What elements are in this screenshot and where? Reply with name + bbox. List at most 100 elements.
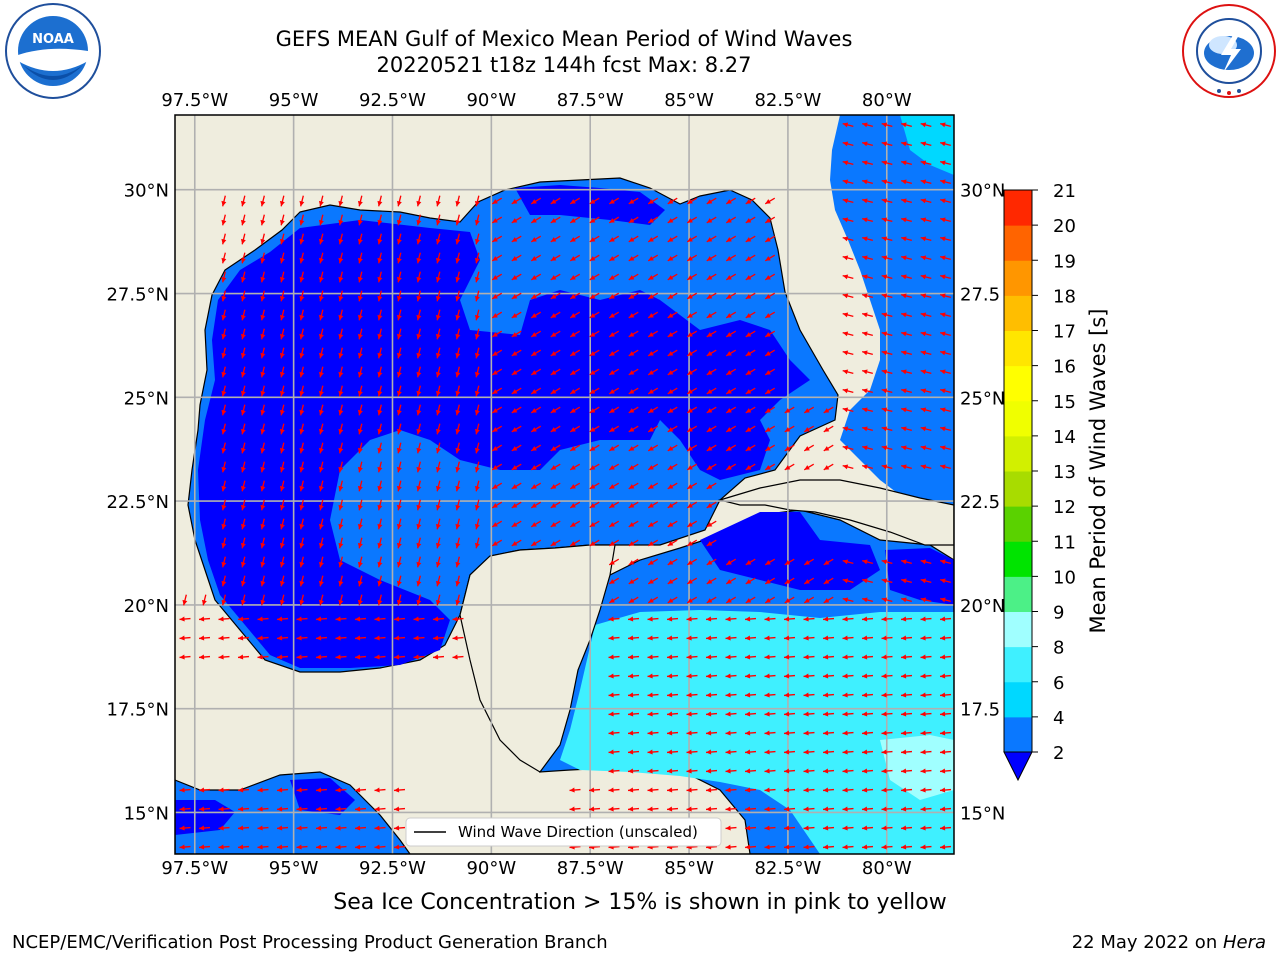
footer-date: 22 May 2022 on Hera bbox=[1072, 932, 1266, 953]
wave-arrow-head bbox=[550, 218, 557, 223]
wave-arrow-head bbox=[492, 408, 498, 413]
wave-arrow-head bbox=[901, 331, 907, 337]
wave-arrow-head bbox=[608, 768, 614, 774]
wave-arrow-head bbox=[920, 768, 926, 774]
atlantic-cyan-strip bbox=[900, 115, 954, 175]
wave-arrow-head bbox=[396, 485, 402, 492]
wave-arrow-head bbox=[357, 485, 363, 492]
wave-arrow-head bbox=[608, 635, 614, 641]
wave-arrow-head bbox=[550, 389, 557, 394]
wave-arrow-head bbox=[589, 806, 595, 812]
wave-arrow-head bbox=[901, 426, 907, 432]
legend-label: Wind Wave Direction (unscaled) bbox=[458, 823, 698, 841]
wave-arrow-head bbox=[277, 616, 283, 622]
wave-arrow-head bbox=[609, 541, 615, 546]
wave-arrow-head bbox=[570, 522, 576, 527]
wave-arrow-head bbox=[260, 485, 266, 492]
wave-arrow-head bbox=[725, 673, 731, 679]
wave-arrow-head bbox=[881, 255, 888, 261]
wave-arrow-head bbox=[608, 730, 614, 736]
wave-arrow-head bbox=[279, 485, 285, 492]
wave-arrow-head bbox=[764, 654, 770, 660]
lat-tick-label: 22.5°N bbox=[106, 492, 169, 513]
wave-arrow-head bbox=[474, 542, 480, 549]
wave-arrow-head bbox=[609, 237, 615, 242]
wave-arrow-head bbox=[648, 351, 654, 356]
wave-arrow-head bbox=[765, 294, 771, 299]
lon-labels-bottom: 97.5°W 95°W 92.5°W 90°W 87.5°W 85°W 82.5°W 80°W bbox=[161, 858, 912, 879]
wave-arrow-head bbox=[881, 749, 887, 755]
wave-arrow-head bbox=[260, 466, 266, 473]
wave-arrow-head bbox=[511, 370, 518, 375]
wave-arrow-head bbox=[842, 369, 849, 375]
colorbar-segment bbox=[1004, 295, 1032, 331]
wave-arrow-head bbox=[377, 409, 383, 416]
wave-arrow-head bbox=[842, 559, 849, 565]
wave-arrow-head bbox=[374, 635, 380, 641]
wave-arrow-head bbox=[687, 199, 693, 204]
wave-arrow-head bbox=[881, 350, 888, 356]
wave-arrow-head bbox=[862, 825, 868, 831]
wave-arrow-head bbox=[920, 122, 927, 128]
wave-arrow-head bbox=[862, 464, 868, 470]
wave-arrow-head bbox=[764, 692, 770, 698]
wave-arrow-head bbox=[240, 314, 246, 321]
wave-arrow-head bbox=[394, 844, 400, 850]
wave-arrow-head bbox=[218, 825, 224, 831]
wave-arrow-head bbox=[725, 787, 731, 793]
wave-arrow-head bbox=[881, 559, 888, 565]
wave-arrow-head bbox=[842, 255, 849, 261]
wave-arrow-head bbox=[435, 504, 441, 511]
wave-arrow-head bbox=[862, 445, 868, 451]
wave-arrow-head bbox=[687, 275, 693, 280]
wave-arrow-head bbox=[940, 179, 946, 185]
wave-arrow-head bbox=[279, 504, 285, 511]
wave-arrow-head bbox=[435, 428, 441, 435]
wave-arrow-head bbox=[628, 635, 634, 641]
wave-arrow-head bbox=[823, 616, 829, 622]
wave-arrow-head bbox=[260, 257, 266, 264]
wave-arrow-head bbox=[279, 371, 285, 378]
wave-arrow-head bbox=[299, 409, 305, 416]
wave-arrow-head bbox=[318, 523, 324, 530]
wave-arrow-head bbox=[396, 257, 402, 264]
lat-tick-label: 20°N bbox=[960, 596, 1005, 617]
wave-arrow-head bbox=[686, 635, 692, 641]
wave-arrow-head bbox=[240, 257, 246, 264]
wave-arrow-head bbox=[745, 446, 752, 451]
wave-arrow-head bbox=[725, 711, 731, 717]
wave-arrow-head bbox=[745, 654, 751, 660]
wave-arrow-head bbox=[648, 332, 654, 337]
wave-arrow-head bbox=[881, 369, 888, 375]
wave-arrow-head bbox=[628, 218, 635, 223]
wave-arrow-head bbox=[745, 370, 752, 375]
wave-arrow-head bbox=[862, 274, 868, 280]
wave-arrow-head bbox=[920, 160, 927, 166]
wave-arrow-head bbox=[628, 484, 635, 489]
wave-arrow-head bbox=[357, 333, 363, 340]
wave-arrow-head bbox=[550, 427, 557, 432]
wave-arrow-head bbox=[240, 542, 246, 549]
wave-arrow-head bbox=[221, 200, 227, 207]
wave-arrow-head bbox=[803, 749, 809, 755]
wave-arrow-head bbox=[940, 673, 946, 679]
wave-arrow-head bbox=[435, 485, 441, 492]
wave-arrow-head bbox=[940, 160, 946, 166]
lat-tick-label: 22.5 bbox=[960, 492, 1000, 513]
wave-arrow-head bbox=[745, 465, 752, 470]
wave-arrow-head bbox=[628, 579, 635, 584]
wave-arrow-head bbox=[318, 447, 324, 454]
wave-arrow-head bbox=[842, 426, 849, 432]
wave-arrow-head bbox=[299, 542, 305, 549]
colorbar-tick-label: 17 bbox=[1053, 322, 1076, 343]
wave-arrow-head bbox=[628, 427, 635, 432]
wave-arrow-head bbox=[842, 274, 849, 280]
wave-arrow-head bbox=[357, 561, 363, 568]
wave-arrow-head bbox=[920, 787, 926, 793]
wave-arrow-head bbox=[901, 198, 907, 204]
wave-arrow-head bbox=[648, 256, 654, 261]
wave-arrow-head bbox=[279, 561, 285, 568]
wave-arrow-head bbox=[881, 768, 887, 774]
wave-arrow-head bbox=[804, 408, 810, 413]
wave-arrow-head bbox=[492, 237, 498, 242]
